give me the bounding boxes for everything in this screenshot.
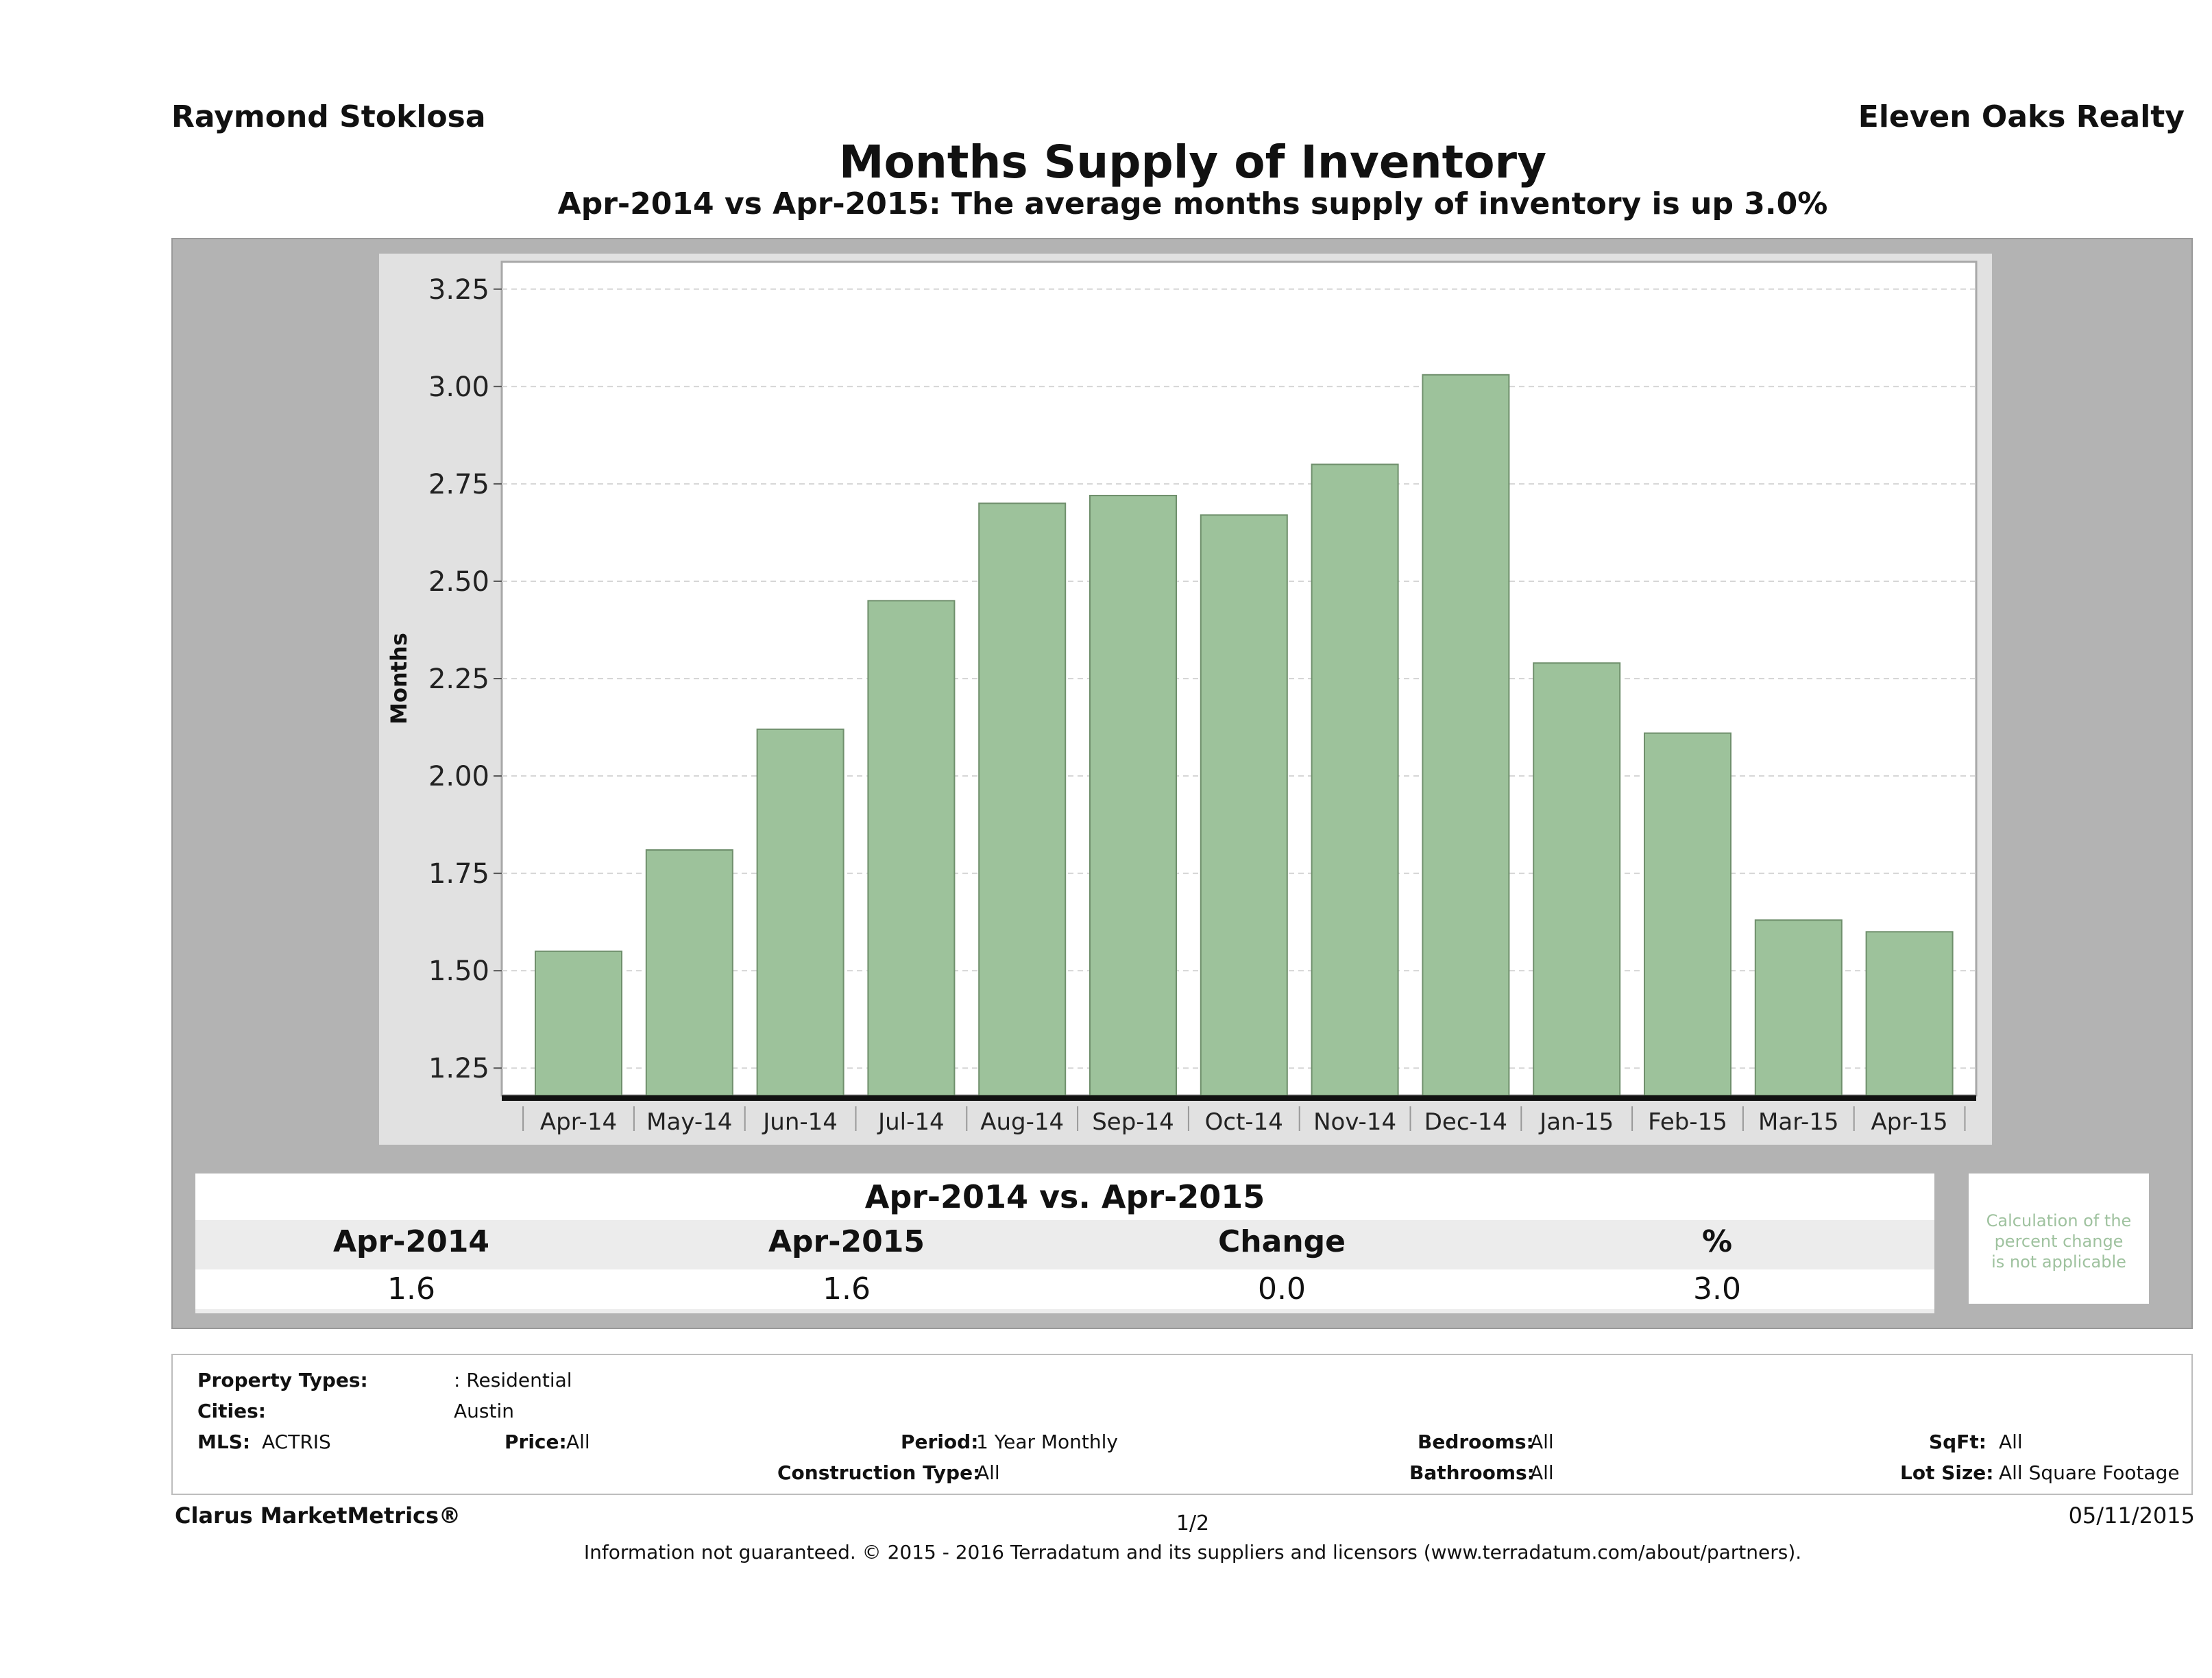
x-tick-label: Feb-15	[1648, 1108, 1727, 1136]
lot-size-label: Lot Size:	[1900, 1461, 1994, 1484]
cities-label: Cities:	[197, 1400, 266, 1422]
value-percent: 3.0	[1693, 1272, 1741, 1306]
chart-subtitle: Apr-2014 vs Apr-2015: The average months…	[557, 186, 1828, 221]
bar	[535, 950, 622, 1097]
cities-value: Austin	[454, 1400, 514, 1422]
percent-note: Calculation of the percent change is not…	[1969, 1174, 2149, 1304]
comparison-labels-row: Apr-2014 Apr-2015 Change %	[195, 1220, 1934, 1267]
comparison-heading: Apr-2014 vs. Apr-2015	[195, 1174, 1934, 1220]
y-tick-label: 2.25	[428, 664, 489, 695]
filters-box: Property Types: : Residential Cities: Au…	[171, 1354, 2193, 1495]
period-value: 1 Year Monthly	[976, 1431, 1119, 1453]
bathrooms-label: Bathrooms:	[1409, 1461, 1535, 1484]
y-tick-label: 1.75	[428, 858, 489, 890]
comparison-values-row: 1.6 1.6 0.0 3.0	[195, 1269, 1934, 1309]
period-label: Period:	[901, 1431, 979, 1453]
bar	[978, 502, 1067, 1096]
bar	[1200, 514, 1288, 1097]
label-percent: %	[1701, 1224, 1733, 1259]
y-tick-label: 2.75	[428, 469, 489, 500]
bar	[1754, 919, 1843, 1096]
bar	[1311, 463, 1399, 1096]
x-tick-label: Jul-14	[877, 1108, 945, 1136]
x-tick-label: Oct-14	[1205, 1108, 1283, 1136]
x-tick-label: Jun-14	[762, 1108, 838, 1136]
sqft-value: All	[1999, 1431, 2023, 1453]
x-tick-label: Dec-14	[1424, 1108, 1507, 1136]
bar-chart: 1.25 1.50 1.75 2.00 2.25 2.50 2.75 3.00 3.25 Mont…	[386, 260, 1978, 1136]
note-line: Calculation of the	[1986, 1211, 2132, 1230]
company-name: Eleven Oaks Realty	[1858, 99, 2185, 134]
bar	[645, 849, 733, 1096]
label-apr-2014: Apr-2014	[333, 1224, 489, 1259]
chart-title: Months Supply of Inventory	[838, 136, 1547, 189]
bar	[1533, 662, 1621, 1096]
y-axis-title: Months	[386, 633, 412, 725]
lot-size-value: All Square Footage	[1999, 1461, 2180, 1484]
bedrooms-value: All	[1530, 1431, 1554, 1453]
label-apr-2015: Apr-2015	[768, 1224, 925, 1259]
x-tick-label: Aug-14	[980, 1108, 1064, 1136]
value-apr-2014: 1.6	[387, 1272, 435, 1306]
report-date: 05/11/2015	[2068, 1503, 2195, 1529]
x-tick-label: May-14	[646, 1108, 732, 1136]
x-tick-label: Nov-14	[1313, 1108, 1396, 1136]
footer-brand: Clarus MarketMetrics®	[175, 1503, 461, 1529]
x-tick-label: Jan-15	[1538, 1108, 1614, 1136]
bar	[1422, 374, 1510, 1097]
bathrooms-value: All	[1530, 1461, 1554, 1484]
value-change: 0.0	[1258, 1272, 1306, 1306]
bar	[1865, 931, 1954, 1096]
page-number: 1/2	[1176, 1511, 1210, 1535]
construction-type-label: Construction Type:	[777, 1461, 981, 1484]
y-tick-label: 1.50	[428, 956, 489, 987]
sqft-label: SqFt:	[1929, 1431, 1986, 1453]
note-line: percent change	[1994, 1232, 2124, 1251]
y-tick-label: 2.50	[428, 566, 489, 598]
bar	[756, 728, 844, 1096]
bar	[867, 600, 956, 1096]
value-apr-2015: 1.6	[823, 1272, 871, 1306]
label-change: Change	[1218, 1224, 1346, 1259]
y-tick-label: 2.00	[428, 761, 489, 792]
bar	[1644, 732, 1731, 1096]
x-tick-label: Mar-15	[1758, 1108, 1839, 1136]
agent-name: Raymond Stoklosa	[171, 99, 486, 134]
mls-label: MLS:	[197, 1431, 251, 1453]
property-types-value: : Residential	[454, 1369, 572, 1391]
disclaimer: Information not guaranteed. © 2015 - 201…	[583, 1541, 1802, 1564]
y-tick-label: 1.25	[428, 1053, 489, 1084]
chart-area: 1.25 1.50 1.75 2.00 2.25 2.50 2.75 3.00 3.25 Mont…	[379, 254, 1992, 1145]
property-types-label: Property Types:	[197, 1369, 368, 1391]
note-line: is not applicable	[1991, 1252, 2126, 1272]
x-tick-label: Sep-14	[1092, 1108, 1174, 1136]
y-tick-label: 3.25	[428, 274, 489, 306]
construction-type-value: All	[976, 1461, 1000, 1484]
y-tick-label: 3.00	[428, 372, 489, 403]
x-tick-label: Apr-14	[540, 1108, 617, 1136]
comparison-table: Apr-2014 vs. Apr-2015 Apr-2014 Apr-2015 …	[195, 1174, 1934, 1313]
bar	[1089, 494, 1177, 1096]
x-tick-label: Apr-15	[1871, 1108, 1948, 1136]
bedrooms-label: Bedrooms:	[1418, 1431, 1534, 1453]
price-value: All	[566, 1431, 590, 1453]
mls-value: ACTRIS	[262, 1431, 331, 1453]
price-label: Price:	[505, 1431, 567, 1453]
